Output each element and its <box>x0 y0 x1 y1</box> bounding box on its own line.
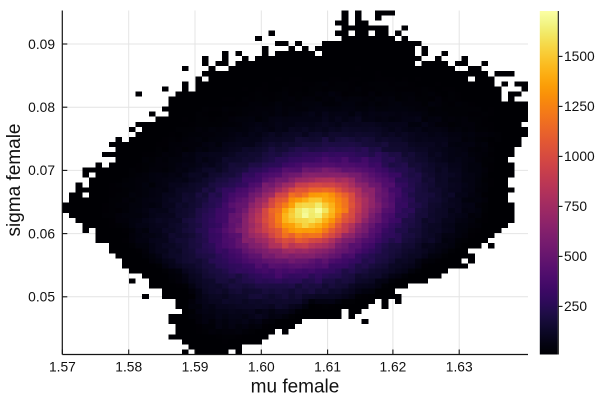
svg-text:0.09: 0.09 <box>28 37 55 52</box>
svg-text:1.58: 1.58 <box>115 360 142 375</box>
svg-text:1000: 1000 <box>564 149 595 164</box>
svg-text:500: 500 <box>564 249 587 264</box>
svg-text:1500: 1500 <box>564 49 595 64</box>
svg-text:0.06: 0.06 <box>28 226 55 241</box>
svg-text:750: 750 <box>564 199 587 214</box>
svg-text:0.08: 0.08 <box>28 100 55 115</box>
svg-text:250: 250 <box>564 299 587 314</box>
svg-text:1.61: 1.61 <box>314 360 341 375</box>
svg-text:1.60: 1.60 <box>248 360 275 375</box>
svg-text:1250: 1250 <box>564 99 595 114</box>
svg-text:1.62: 1.62 <box>379 360 406 375</box>
svg-text:1.59: 1.59 <box>182 360 209 375</box>
svg-text:0.07: 0.07 <box>28 163 55 178</box>
svg-text:1.63: 1.63 <box>446 360 473 375</box>
svg-text:0.05: 0.05 <box>28 290 55 305</box>
svg-text:sigma female: sigma female <box>4 124 25 237</box>
svg-text:1.57: 1.57 <box>49 360 76 375</box>
svg-text:mu female: mu female <box>251 377 340 398</box>
